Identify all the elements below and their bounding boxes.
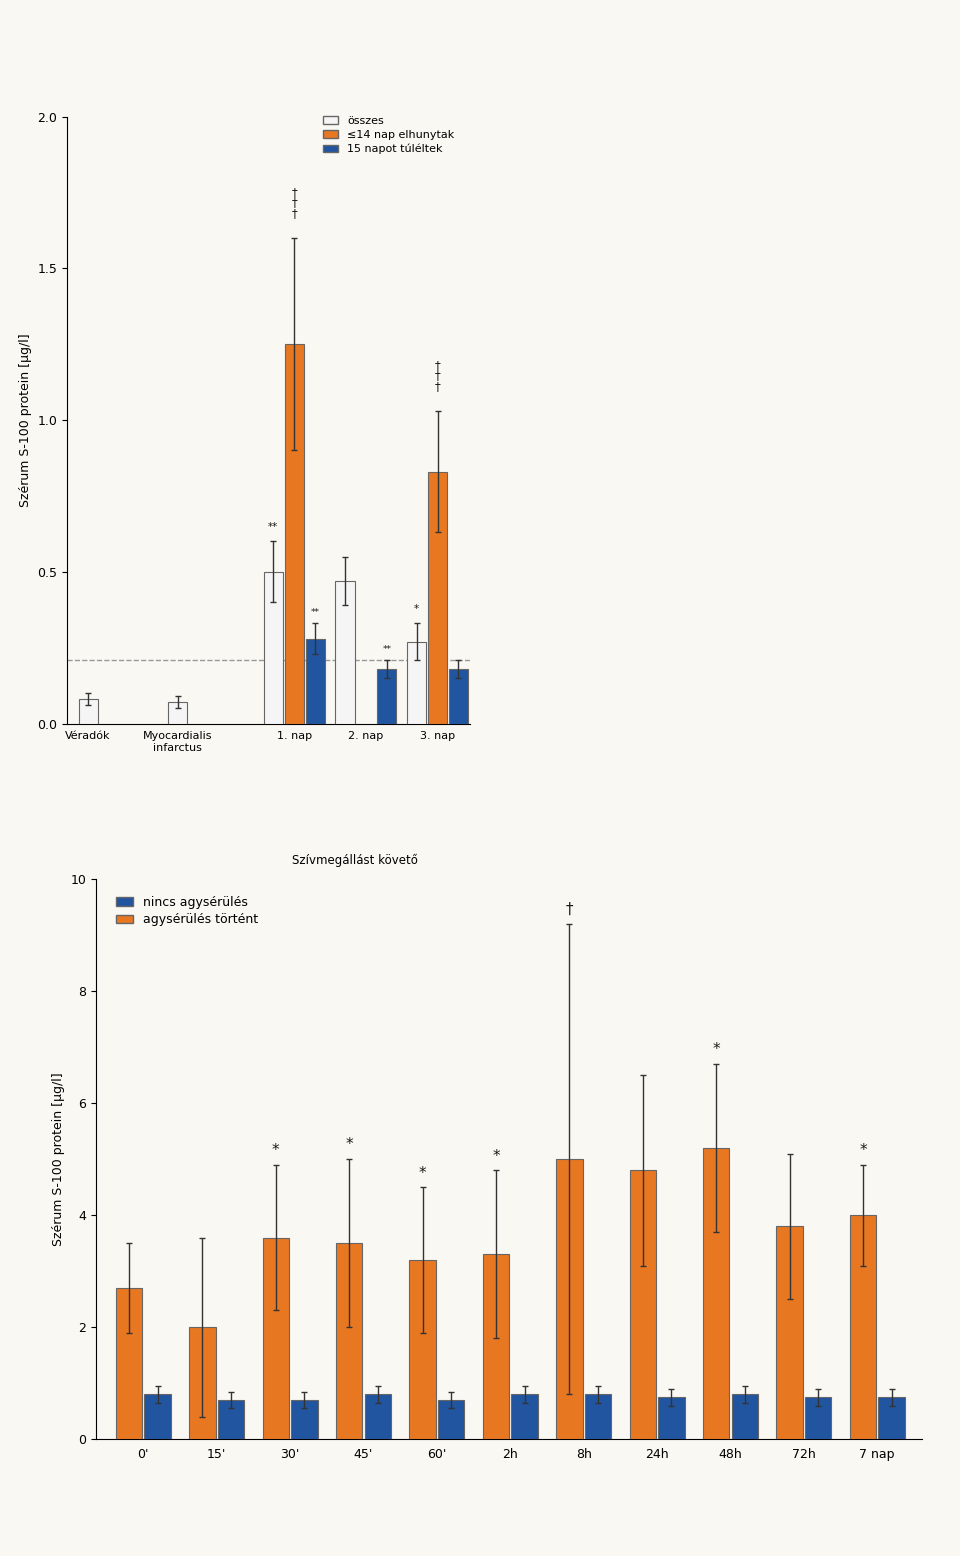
Legend: nincs agysérülés, agysérülés történt: nincs agysérülés, agysérülés történt	[110, 892, 263, 932]
Bar	[850, 1215, 876, 1439]
Text: *: *	[419, 1165, 426, 1181]
Bar	[483, 1254, 509, 1439]
Bar	[659, 1397, 684, 1439]
Bar	[264, 573, 283, 724]
Text: **: **	[382, 644, 392, 654]
Bar	[878, 1397, 904, 1439]
Bar	[438, 1400, 465, 1439]
Legend: összes, ≤14 nap elhunytak, 15 napot túléltek: összes, ≤14 nap elhunytak, 15 napot túlé…	[323, 117, 454, 154]
Text: **: **	[311, 608, 320, 618]
Text: *: *	[346, 1137, 353, 1153]
Bar	[512, 1394, 538, 1439]
Text: *: *	[414, 604, 420, 615]
Bar	[263, 1237, 289, 1439]
Bar	[79, 699, 98, 724]
Bar	[168, 702, 187, 724]
Bar	[732, 1394, 758, 1439]
Bar	[336, 1243, 362, 1439]
Bar	[218, 1400, 244, 1439]
Bar	[556, 1159, 583, 1439]
Text: †
†
†: † † †	[291, 185, 297, 219]
Text: †: †	[565, 902, 573, 916]
Bar	[409, 1260, 436, 1439]
Bar	[365, 1394, 391, 1439]
Bar	[116, 1288, 142, 1439]
Bar	[449, 669, 468, 724]
Bar	[377, 669, 396, 724]
Bar	[189, 1327, 216, 1439]
Bar	[703, 1148, 730, 1439]
Bar	[335, 580, 354, 724]
Text: †
†
†: † † †	[435, 359, 441, 392]
Bar	[585, 1394, 612, 1439]
Bar	[305, 638, 324, 724]
Bar	[291, 1400, 318, 1439]
Text: Szívmegállást követő: Szívmegállást követő	[293, 854, 419, 867]
Text: *: *	[272, 1144, 279, 1158]
Bar	[804, 1397, 831, 1439]
Text: **: **	[268, 523, 278, 532]
Text: *: *	[492, 1148, 500, 1164]
Bar	[630, 1170, 656, 1439]
Bar	[144, 1394, 171, 1439]
Bar	[428, 471, 447, 724]
Bar	[777, 1226, 803, 1439]
Text: *: *	[712, 1043, 720, 1057]
Bar	[407, 641, 426, 724]
Text: *: *	[859, 1144, 867, 1158]
Y-axis label: Szérum S-100 protein [μg/l]: Szérum S-100 protein [μg/l]	[52, 1072, 65, 1246]
Y-axis label: Szérum S-100 protein [μg/l]: Szérum S-100 protein [μg/l]	[19, 333, 32, 507]
Bar	[284, 344, 303, 724]
